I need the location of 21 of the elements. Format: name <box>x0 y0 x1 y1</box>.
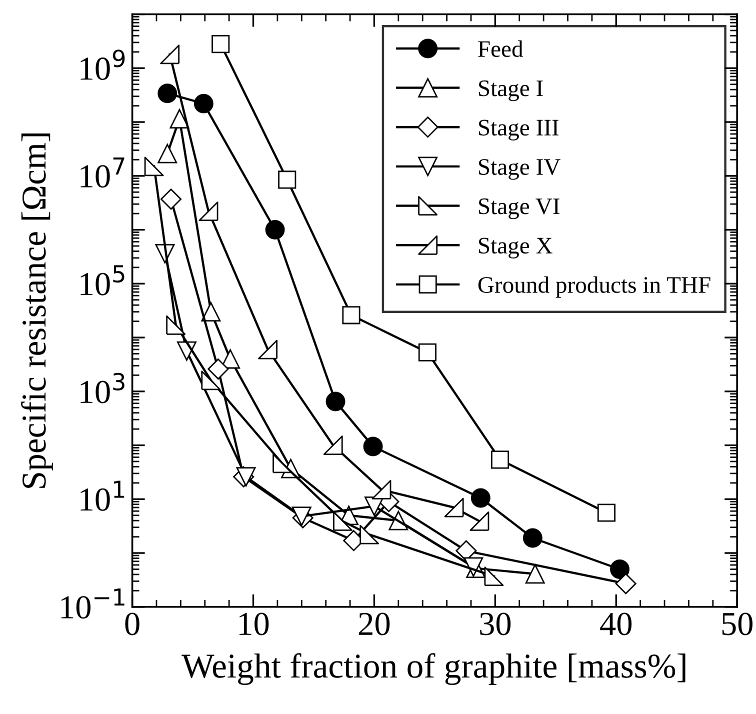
y-tick-label: 10$^{7}$ <box>80 158 124 188</box>
y-tick-label: 10$^{3}$ <box>80 372 124 404</box>
x-tick-label: 20 <box>359 612 390 636</box>
x-tick-label: 10 <box>240 612 269 636</box>
x-axis-title: Weight fraction of graphite [mass%] <box>182 653 686 686</box>
legend-label: Ground products in THF <box>478 276 710 298</box>
y-tick-label: 10$^{9}$ <box>80 50 125 80</box>
legend-label: Feed <box>478 40 524 58</box>
y-tick-label: 10$^{−1}$ <box>61 588 124 619</box>
legend-label: Stage X <box>478 238 552 258</box>
legend-label: Stage VI <box>478 198 560 220</box>
legend-label: Stage I <box>478 80 543 102</box>
x-tick-label: 50 <box>722 612 752 636</box>
y-axis-title: Specific resistance [Ωcm] <box>21 133 53 488</box>
x-tick-label: 0 <box>125 612 140 636</box>
x-tick-label: 30 <box>480 612 511 636</box>
y-tick-label: 10$^{1}$ <box>80 480 124 511</box>
legend-label: Stage IV <box>478 159 560 180</box>
y-tick-label: 10$^{5}$ <box>80 265 124 296</box>
legend-label: Stage III <box>478 120 559 140</box>
x-tick-label: 40 <box>600 612 632 636</box>
